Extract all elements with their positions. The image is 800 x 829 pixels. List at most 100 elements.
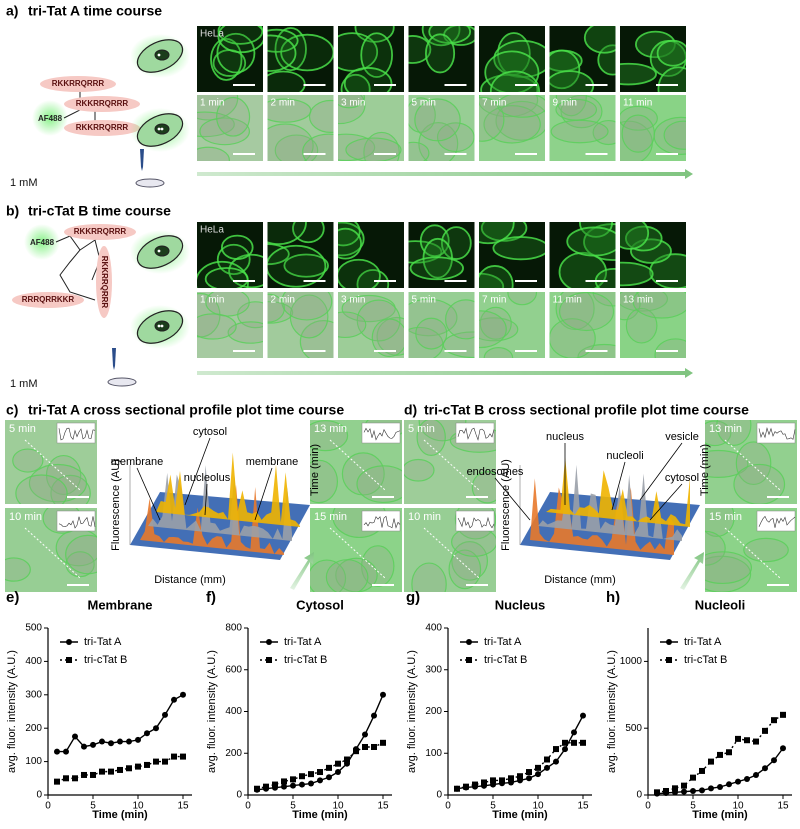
- cell: [471, 471, 496, 504]
- marker: [162, 758, 168, 765]
- cell: [479, 310, 507, 349]
- cell: [408, 35, 432, 64]
- y-tick-label: 200: [225, 748, 242, 759]
- cell: [550, 119, 609, 144]
- y-tick-label: 1000: [620, 656, 643, 667]
- micrograph: [408, 292, 475, 358]
- legend-marker: [466, 657, 472, 663]
- panel-label: a): [6, 3, 18, 19]
- cell: [559, 292, 615, 332]
- cell: [583, 26, 616, 54]
- cells: [411, 508, 496, 592]
- cell: [663, 120, 686, 150]
- cell: [325, 559, 369, 592]
- cell: [360, 32, 393, 78]
- cell: [632, 292, 686, 319]
- green-overlay: [620, 292, 686, 358]
- marker: [481, 779, 487, 786]
- cells: [267, 292, 334, 358]
- cell: [204, 267, 249, 288]
- cell: [404, 458, 435, 482]
- cell: [217, 26, 263, 54]
- time-arrow: [197, 368, 693, 378]
- marker: [562, 746, 568, 753]
- marker: [353, 748, 359, 755]
- cell: [436, 122, 475, 153]
- x-tick-label: 0: [445, 801, 451, 812]
- y-tick-label: 200: [425, 706, 442, 717]
- inset-trace: [363, 427, 401, 441]
- marker: [672, 785, 678, 792]
- cells: [620, 292, 686, 358]
- legend-marker: [66, 639, 72, 645]
- marker: [72, 775, 78, 782]
- cells: [620, 105, 686, 161]
- marker: [90, 741, 96, 748]
- cell: [338, 258, 381, 288]
- peptide: RKKRRQRRR: [100, 256, 109, 309]
- series-line: [256, 694, 384, 791]
- panel-label: d): [404, 402, 417, 418]
- profile-trace: [546, 457, 690, 527]
- callout: [254, 467, 273, 521]
- cell: [479, 306, 512, 340]
- marker: [162, 711, 168, 718]
- marker: [171, 753, 177, 760]
- marker: [553, 758, 559, 765]
- cell: [299, 320, 334, 358]
- marker: [299, 773, 305, 780]
- cell: [733, 463, 786, 504]
- cells: [408, 298, 475, 358]
- dye-label: AF488: [38, 114, 63, 123]
- x-tick-label: 0: [245, 801, 251, 812]
- profile-line: [24, 439, 81, 491]
- chart-title: Cytosol: [296, 597, 344, 612]
- cell: [267, 301, 294, 324]
- time-label: 5 min: [412, 295, 436, 306]
- cell: [227, 321, 263, 344]
- cell: [479, 317, 519, 342]
- marker: [90, 771, 96, 778]
- legend-marker: [466, 639, 472, 645]
- marker: [744, 737, 750, 744]
- callout: [136, 467, 161, 521]
- y-tick-label: 300: [25, 689, 42, 700]
- pipette: [140, 149, 144, 171]
- cell: [428, 26, 472, 44]
- dye-glow: [24, 224, 60, 260]
- callout: [649, 483, 683, 521]
- y-tick-label: 0: [636, 790, 642, 801]
- y-axis-label: avg. fluor. intensity (A.U.): [606, 650, 618, 773]
- marker: [753, 771, 759, 778]
- panel-label: b): [6, 203, 19, 219]
- legend-label: tri-cTat B: [684, 654, 727, 666]
- annotation: membrane: [111, 456, 164, 468]
- marker: [81, 743, 87, 750]
- marker: [72, 733, 78, 740]
- marker: [571, 729, 577, 736]
- cell: [566, 226, 616, 257]
- x-tick-label: 0: [45, 801, 51, 812]
- cells: [620, 30, 686, 92]
- marker: [272, 781, 278, 788]
- y-tick-label: 0: [236, 790, 242, 801]
- marker: [553, 746, 559, 753]
- marker: [708, 758, 714, 765]
- green-overlay: [479, 292, 545, 358]
- cell: [267, 34, 297, 72]
- marker: [308, 771, 314, 778]
- cell: [448, 549, 482, 590]
- cell: [497, 95, 545, 118]
- micrograph: [338, 95, 404, 161]
- marker: [463, 783, 469, 790]
- y-axis-label: avg. fluor. intensity (A.U.): [406, 650, 418, 773]
- time-label: 11 min: [553, 295, 582, 306]
- peptide-blob: [64, 120, 140, 136]
- cell: [343, 67, 393, 92]
- x-tick-label: 10: [332, 801, 344, 812]
- marker: [362, 731, 368, 738]
- cell: [620, 261, 654, 287]
- cell: [620, 222, 650, 250]
- x-tick-label: 15: [577, 801, 589, 812]
- nucleus-icon: [154, 49, 170, 61]
